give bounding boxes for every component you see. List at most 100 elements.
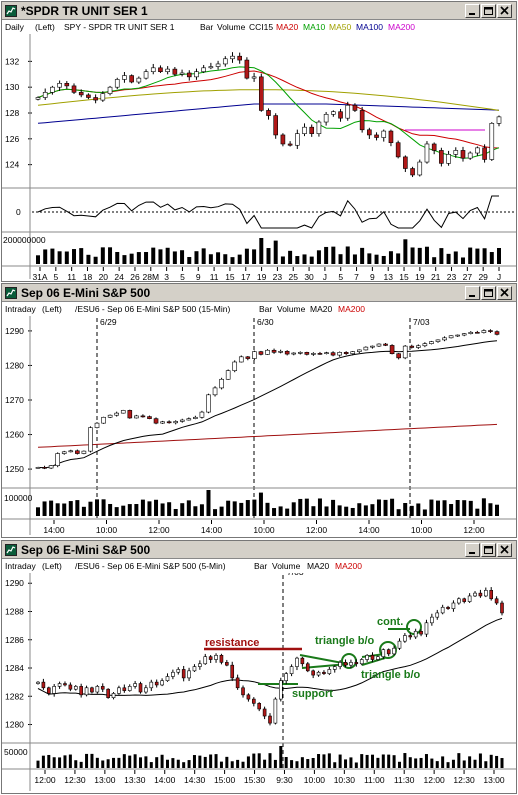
volume-bar bbox=[121, 505, 126, 516]
volume-scale-label: 50000 bbox=[4, 747, 28, 757]
maximize-button[interactable] bbox=[481, 543, 496, 557]
candle-body bbox=[429, 341, 434, 344]
volume-bar bbox=[403, 503, 408, 516]
volume-bar bbox=[349, 757, 353, 768]
candle-body bbox=[460, 150, 466, 159]
title-bar[interactable]: Sep 06 E-Mini S&P 500 bbox=[2, 541, 516, 559]
candle-body bbox=[166, 421, 172, 424]
volume-bar bbox=[285, 508, 290, 516]
minimize-button[interactable] bbox=[465, 286, 480, 300]
candle-body bbox=[489, 123, 495, 160]
5min-chart-svg[interactable]: 7/03 resistance support triangle b/o tri… bbox=[2, 573, 516, 793]
volume-bar bbox=[114, 507, 119, 516]
candle-body bbox=[134, 415, 139, 419]
candle-body bbox=[446, 154, 451, 164]
volume-bar bbox=[223, 254, 228, 264]
candle-body bbox=[363, 346, 369, 351]
volume-bar bbox=[206, 490, 211, 516]
y-tick-label: 130 bbox=[5, 82, 19, 92]
x-tick-label: 27 bbox=[463, 272, 473, 281]
candle-body bbox=[252, 698, 256, 704]
volume-bar bbox=[306, 759, 310, 768]
candle-body bbox=[192, 666, 197, 672]
volume-bar bbox=[101, 499, 106, 516]
ma20-label: MA20 bbox=[310, 304, 333, 314]
close-button[interactable] bbox=[497, 543, 512, 557]
x-tick-label: 24 bbox=[114, 272, 124, 281]
candle-body bbox=[302, 126, 307, 134]
minimize-button[interactable] bbox=[465, 4, 480, 18]
candle-body bbox=[316, 671, 321, 676]
title-bar[interactable]: Sep 06 E-Mini S&P 500 bbox=[2, 284, 516, 302]
candle-body bbox=[122, 75, 127, 80]
candle-body bbox=[140, 415, 146, 418]
candle-body bbox=[367, 129, 372, 136]
candle-body bbox=[208, 66, 214, 69]
daily-chart-window: *SPDR TR UNIT SER 1 Daily (Left) SPY - S… bbox=[1, 1, 517, 282]
ma20-label: MA20 bbox=[276, 22, 299, 32]
candle-body bbox=[422, 343, 428, 347]
candle-body bbox=[198, 663, 202, 667]
volume-bar bbox=[478, 753, 482, 768]
minimize-button[interactable] bbox=[465, 543, 480, 557]
candle-body bbox=[389, 345, 395, 355]
volume-bar bbox=[489, 252, 494, 264]
volume-bar bbox=[43, 249, 48, 264]
volume-bar bbox=[155, 757, 159, 768]
volume-bar bbox=[259, 238, 264, 264]
volume-bar bbox=[187, 760, 191, 768]
volume-bar bbox=[457, 753, 461, 768]
volume-bar bbox=[216, 252, 221, 264]
volume-bar bbox=[446, 762, 450, 768]
candle-body bbox=[439, 150, 444, 164]
volume-bar bbox=[309, 256, 314, 264]
close-button[interactable] bbox=[497, 286, 512, 300]
volume-bar bbox=[226, 500, 231, 516]
candle-body bbox=[179, 419, 185, 422]
candle-body bbox=[42, 467, 47, 469]
candle-body bbox=[154, 681, 159, 686]
candle-body bbox=[225, 370, 231, 380]
volume-bar bbox=[52, 757, 56, 768]
candle-body bbox=[55, 453, 60, 466]
candle-body bbox=[291, 352, 297, 355]
candle-body bbox=[84, 687, 89, 696]
symbol-label: /ESU6 - Sep 06 E-Mini S&P 500 (5-Min) bbox=[75, 561, 226, 571]
title-bar[interactable]: *SPDR TR UNIT SER 1 bbox=[2, 2, 516, 20]
volume-bar bbox=[311, 757, 315, 768]
volume-bar bbox=[352, 254, 357, 264]
date-marker-label: 6/30 bbox=[257, 317, 274, 327]
candle-body bbox=[461, 333, 467, 336]
x-tick-label: J bbox=[323, 272, 327, 281]
volume-bar bbox=[101, 760, 105, 768]
candle-body bbox=[75, 450, 80, 454]
volume-bar bbox=[451, 759, 455, 768]
candle-body bbox=[258, 351, 264, 355]
candle-body bbox=[129, 75, 134, 83]
candle-body bbox=[280, 134, 286, 145]
maximize-button[interactable] bbox=[481, 286, 496, 300]
volume-bar bbox=[435, 761, 439, 768]
volume-bar bbox=[42, 501, 47, 516]
volume-bar bbox=[288, 250, 293, 264]
y-tick-label: 1290 bbox=[5, 578, 24, 588]
volume-bar bbox=[390, 498, 395, 516]
volume-bar bbox=[338, 754, 342, 768]
candle-body bbox=[273, 115, 279, 136]
15min-chart-svg[interactable]: 6/29 6/30 7/03 1290 1280 1270 1260 1250 100000… bbox=[2, 316, 516, 537]
volume-bar bbox=[41, 755, 45, 768]
close-button[interactable] bbox=[497, 4, 512, 18]
x-tick-label: 11:00 bbox=[364, 775, 385, 785]
candle-body bbox=[273, 698, 278, 724]
volume-bar bbox=[338, 254, 343, 264]
maximize-button[interactable] bbox=[481, 4, 496, 18]
symbol-label: SPY - SPDR TR UNIT SER 1 bbox=[64, 22, 175, 32]
x-tick-label: 14:30 bbox=[184, 775, 206, 785]
x-tick-label: 10:00 bbox=[411, 525, 433, 535]
volume-bar bbox=[403, 753, 407, 768]
volume-bar bbox=[360, 754, 364, 768]
candle-body bbox=[337, 352, 342, 356]
candle-body bbox=[484, 590, 488, 597]
type-label: Bar bbox=[200, 22, 214, 32]
